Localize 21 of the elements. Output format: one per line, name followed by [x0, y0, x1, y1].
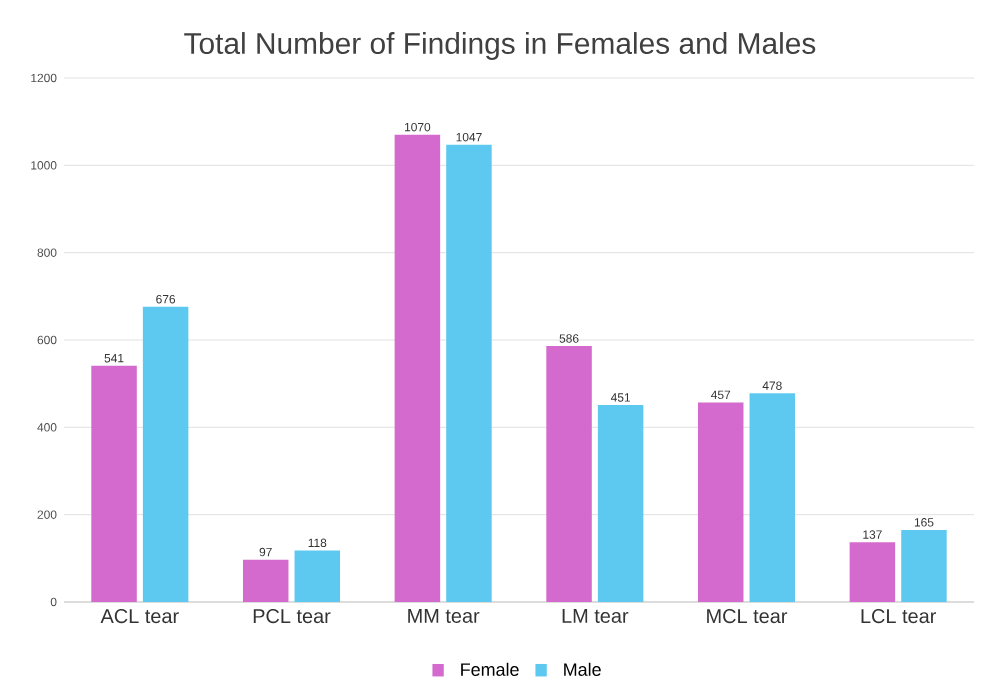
- legend-label: Female: [461, 662, 519, 676]
- bar: [446, 144, 492, 602]
- bar: [597, 405, 644, 602]
- bar: [849, 542, 896, 602]
- x-tick-label: MCL tear: [707, 609, 788, 624]
- x-tick-label: ACL tear: [100, 609, 179, 624]
- bar: [546, 346, 592, 602]
- bar: [142, 306, 189, 602]
- bar: [697, 402, 744, 602]
- bar: [901, 529, 947, 602]
- bar: [394, 134, 441, 602]
- x-tick-label: PCL tear: [253, 609, 331, 624]
- bar: [749, 393, 796, 602]
- bar: [294, 550, 341, 602]
- x-tick-label: LM tear: [562, 609, 629, 623]
- bar: [91, 365, 137, 602]
- legend-label: Male: [564, 662, 601, 676]
- bar: [242, 559, 289, 602]
- chart-title: Total Number of Findings in Females and Males: [184, 32, 816, 60]
- x-tick-label: LCL tear: [861, 609, 937, 624]
- x-tick-label: MM tear: [408, 609, 480, 623]
